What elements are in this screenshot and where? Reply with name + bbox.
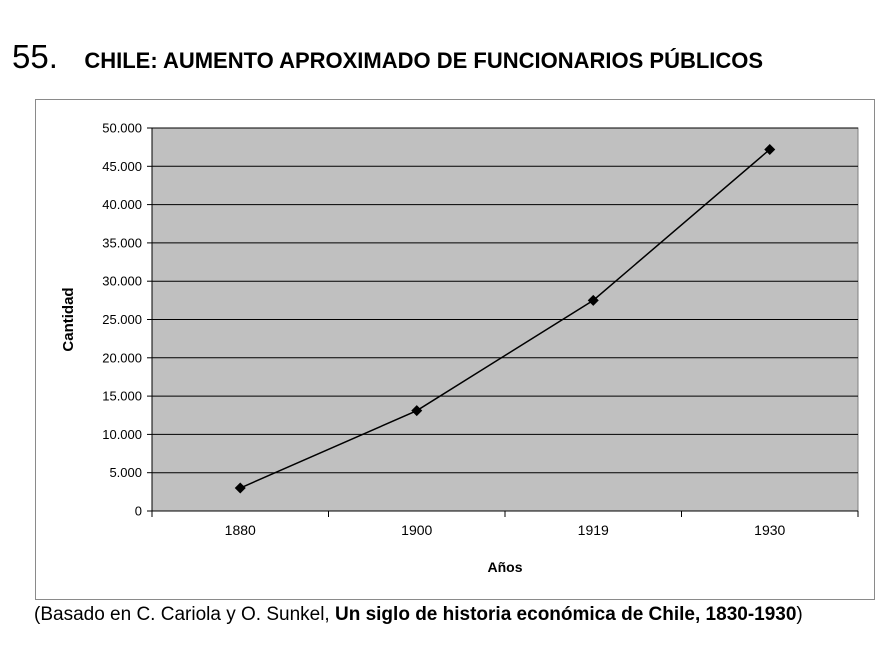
y-tick-label: 40.000 xyxy=(102,197,142,212)
y-tick-label: 20.000 xyxy=(102,350,142,365)
x-tick-label: 1919 xyxy=(578,522,609,538)
y-tick-label: 15.000 xyxy=(102,389,142,404)
series-line xyxy=(239,148,771,489)
axis-labels: 0 5.000 10.000 15.000 20.000 25.000 30.000 35.0… xyxy=(60,121,786,576)
line-chart: 0 5.000 10.000 15.000 20.000 25.000 30.000 35.0… xyxy=(60,121,859,576)
x-tick-label: 1880 xyxy=(225,522,256,538)
data-point xyxy=(764,143,776,155)
y-tick-label: 5.000 xyxy=(109,465,142,480)
source-suffix: ) xyxy=(796,604,803,625)
x-tick-label: 1930 xyxy=(754,522,785,538)
y-tick-label: 35.000 xyxy=(102,235,142,250)
axes xyxy=(147,127,859,517)
data-series xyxy=(234,143,776,494)
y-tick-label: 25.000 xyxy=(102,312,142,327)
figure-title: CHILE: AUMENTO APROXIMADO DE FUNCIONARIO… xyxy=(84,48,764,73)
source-book-title: Un siglo de historia económica de Chile,… xyxy=(334,604,797,625)
x-tick-label: 1900 xyxy=(401,522,432,538)
y-tick-label: 10.000 xyxy=(102,427,142,442)
x-axis-title: Años xyxy=(488,559,523,575)
y-axis-title: Cantidad xyxy=(60,287,77,351)
data-point xyxy=(411,405,423,417)
y-tick-label: 30.000 xyxy=(102,274,142,289)
data-point xyxy=(234,482,246,494)
gridlines xyxy=(152,127,858,474)
y-tick-label: 50.000 xyxy=(102,121,142,136)
y-tick-label: 45.000 xyxy=(102,159,142,174)
figure-number: 55. xyxy=(12,38,58,75)
figure-heading: 55. CHILE: AUMENTO APROXIMADO DE FUNCION… xyxy=(12,38,763,76)
chart-frame: 0 5.000 10.000 15.000 20.000 25.000 30.000 35.0… xyxy=(35,99,875,600)
y-tick-label: 0 xyxy=(135,504,142,519)
source-citation: (Basado en C. Cariola y O. Sunkel, Un si… xyxy=(34,604,803,626)
source-prefix: (Basado en C. Cariola y O. Sunkel, xyxy=(34,604,335,625)
data-point xyxy=(587,294,599,306)
